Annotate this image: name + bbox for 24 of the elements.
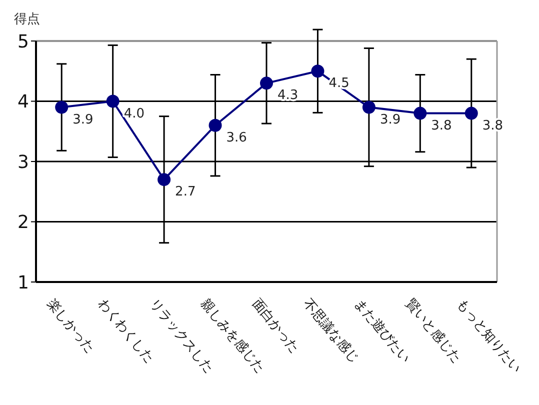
data-label: 3.9 bbox=[72, 112, 94, 128]
point bbox=[158, 173, 171, 186]
data-label: 4.3 bbox=[278, 88, 298, 104]
point bbox=[464, 106, 478, 120]
data-label: 3.9 bbox=[380, 112, 401, 128]
point bbox=[311, 64, 324, 78]
y-axis-title: 得点 bbox=[14, 12, 40, 27]
data-label: 4.0 bbox=[124, 106, 145, 122]
y-tick-label: 4 bbox=[18, 92, 29, 113]
data-label: 3.6 bbox=[226, 130, 247, 146]
point bbox=[208, 118, 222, 132]
data-label: 3.8 bbox=[431, 118, 452, 134]
x-tick-label: 楽しかった bbox=[44, 296, 98, 356]
y-tick-label: 5 bbox=[18, 31, 29, 52]
point bbox=[414, 106, 427, 120]
point bbox=[362, 100, 376, 114]
point bbox=[55, 100, 68, 114]
y-tick-label: 1 bbox=[18, 272, 29, 294]
data-label: 2.7 bbox=[175, 184, 196, 200]
point bbox=[106, 94, 120, 108]
data-label: 3.8 bbox=[482, 118, 504, 134]
y-tick-label: 2 bbox=[18, 212, 29, 234]
y-tick-label: 3 bbox=[18, 152, 29, 173]
point bbox=[260, 76, 273, 90]
